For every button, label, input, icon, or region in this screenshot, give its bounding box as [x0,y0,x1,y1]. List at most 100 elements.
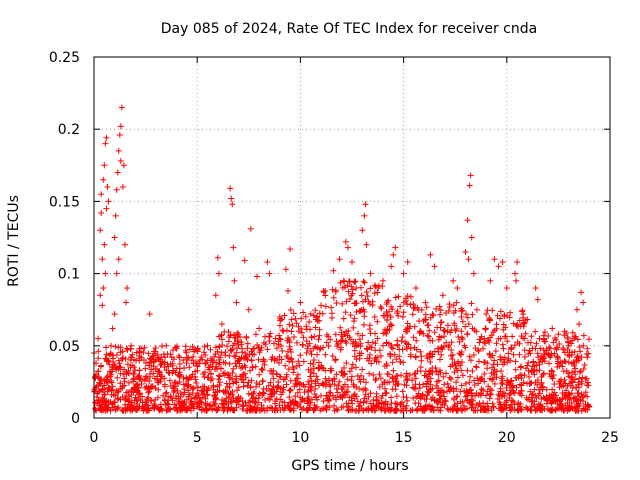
data-point [218,321,225,328]
data-point-dense [354,372,361,379]
data-point-dense [119,355,126,362]
data-point-dense [270,375,277,382]
data-point-dense [499,381,506,388]
data-point-dense [136,345,143,352]
data-point [227,185,234,192]
data-point-dense [427,375,434,382]
data-point-dense [349,361,356,368]
data-point-dense [359,366,366,373]
data-point-dense [490,404,497,411]
data-point-dense [174,343,181,350]
data-point-dense [540,332,547,339]
data-point-dense [306,318,313,325]
data-point-dense [363,289,370,296]
data-point-dense [131,370,138,377]
data-point-dense [525,359,532,366]
data-point-dense [267,330,274,337]
data-point-dense [289,364,296,371]
data-point [97,292,104,299]
data-point-dense [277,336,284,343]
data-point-dense [374,289,381,296]
data-point-dense [337,346,344,353]
data-point [117,123,124,130]
data-point-dense [233,363,240,370]
data-point [427,251,434,258]
data-point-dense [169,347,176,354]
data-point-dense [511,342,518,349]
data-point-dense [538,373,545,380]
data-point-dense [371,290,378,297]
data-point-dense [333,385,340,392]
data-point-dense [534,405,541,412]
data-point-dense [232,334,239,341]
data-point [97,227,104,234]
data-point-dense [146,358,153,365]
data-point-dense [352,364,359,371]
data-point-dense [271,357,278,364]
data-point-dense [300,358,307,365]
data-point-dense [113,351,120,358]
data-point-dense [576,369,583,376]
data-point-dense [500,321,507,328]
data-point-dense [239,349,246,356]
data-point-dense [173,365,180,372]
data-point-dense [489,307,496,314]
data-point-dense [242,350,249,357]
data-point-dense [393,393,400,400]
data-point [454,285,461,292]
data-point-dense [274,356,281,363]
data-point-dense [214,348,221,355]
data-point-dense [311,333,318,340]
data-point-dense [289,359,296,366]
data-point-dense [403,394,410,401]
data-point-dense [163,389,170,396]
data-point-dense [467,400,474,407]
data-point-dense [159,343,166,350]
data-point-dense [469,392,476,399]
data-point-dense [329,286,336,293]
data-point-dense [206,366,213,373]
data-point-dense [275,341,282,348]
data-point-dense [346,368,353,375]
data-point-dense [374,335,381,342]
data-point-dense [528,333,535,340]
data-point-dense [571,348,578,355]
data-point-dense [366,370,373,377]
data-point-dense [512,358,519,365]
data-point [363,241,370,248]
data-point-dense [503,384,510,391]
data-point-dense [477,336,484,343]
data-point-dense [431,329,438,336]
data-point-dense [209,406,216,413]
data-point-dense [256,381,263,388]
data-point-dense [298,329,305,336]
data-point [109,325,116,332]
data-point-dense [433,368,440,375]
data-point-dense [364,346,371,353]
data-point-dense [130,386,137,393]
data-point-dense [258,401,265,408]
data-point-dense [409,311,416,318]
data-point-dense [217,354,224,361]
data-point-dense [551,350,558,357]
data-point-dense [437,324,444,331]
data-point-dense [443,388,450,395]
data-point-dense [184,406,191,413]
data-point-dense [342,309,349,316]
x-tick-label: 5 [193,430,202,446]
data-point [470,270,477,277]
data-point-dense [423,304,430,311]
data-point-dense [534,350,541,357]
data-point-dense [327,383,334,390]
data-point-dense [438,319,445,326]
data-point-dense [340,403,347,410]
data-point-dense [448,326,455,333]
data-point-dense [541,338,548,345]
data-point-dense [521,335,528,342]
data-point-dense [133,349,140,356]
data-point-dense [471,382,478,389]
data-point-dense [184,355,191,362]
data-point [336,256,343,263]
data-point-dense [543,393,550,400]
data-point-dense [478,333,485,340]
